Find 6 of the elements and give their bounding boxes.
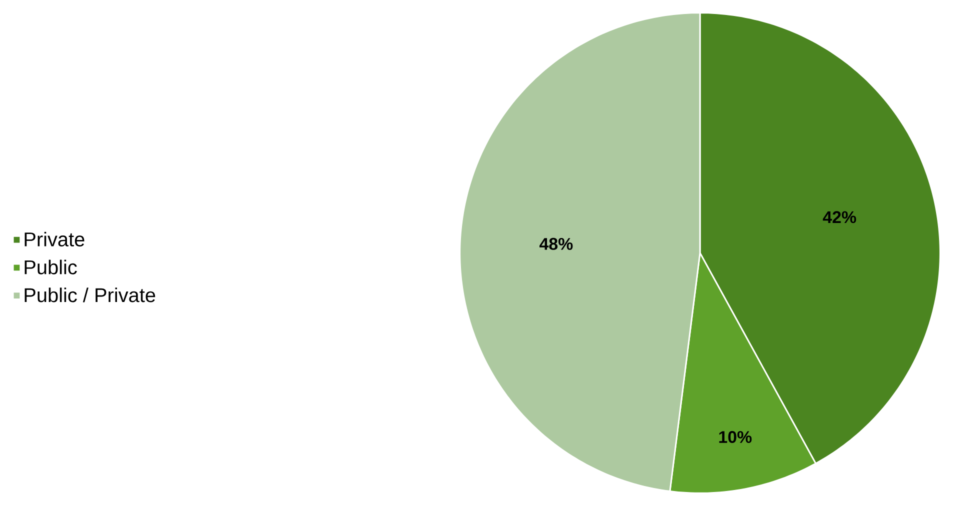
data-label: 10% <box>719 431 752 444</box>
data-label: 42% <box>822 211 856 224</box>
legend-label: Public / Private <box>24 288 156 302</box>
legend-label: Public <box>24 260 77 274</box>
legend-label: Private <box>24 232 84 246</box>
data-label: 48% <box>539 238 573 250</box>
